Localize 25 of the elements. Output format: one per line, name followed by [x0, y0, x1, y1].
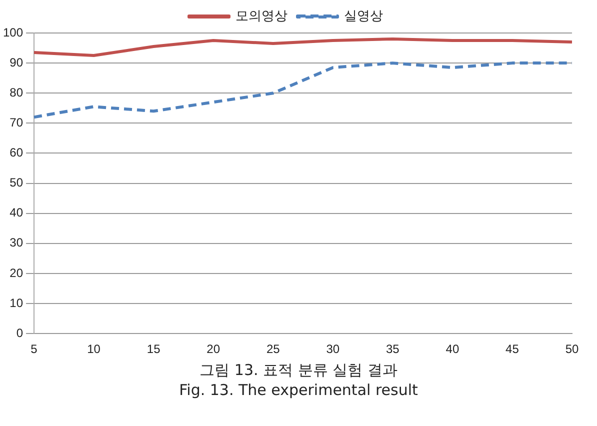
caption: 그림 13. 표적 분류 실험 결과	[198, 360, 398, 380]
y-tick-label: 60	[10, 146, 24, 160]
x-tick-label: 20	[206, 342, 220, 356]
x-tick-label: 5	[30, 342, 38, 356]
y-tick-label: 10	[10, 296, 24, 310]
caption: Fig. 13. The experimental result	[178, 380, 419, 400]
legend-label: 모의영상	[236, 8, 288, 24]
y-tick-label: 0	[16, 326, 24, 340]
y-tick-label: 90	[10, 55, 24, 70]
y-tick-label: 100	[2, 25, 24, 40]
x-tick-label: 10	[87, 342, 101, 356]
x-tick-label: 25	[266, 342, 280, 356]
y-tick-label: 40	[10, 206, 24, 220]
x-tick-label: 45	[506, 342, 520, 356]
x-tick-label: 50	[565, 342, 579, 356]
y-tick-label: 30	[10, 236, 24, 250]
y-tick-label: 70	[10, 115, 24, 130]
x-tick-label: 15	[146, 342, 161, 356]
x-tick-label: 30	[326, 342, 340, 356]
legend-label: 실영상	[344, 8, 383, 24]
y-tick-label: 80	[10, 85, 24, 100]
x-tick-label: 35	[386, 342, 400, 356]
x-tick-label: 40	[446, 342, 460, 356]
y-tick-label: 50	[10, 176, 24, 190]
y-tick-label: 20	[10, 266, 24, 280]
